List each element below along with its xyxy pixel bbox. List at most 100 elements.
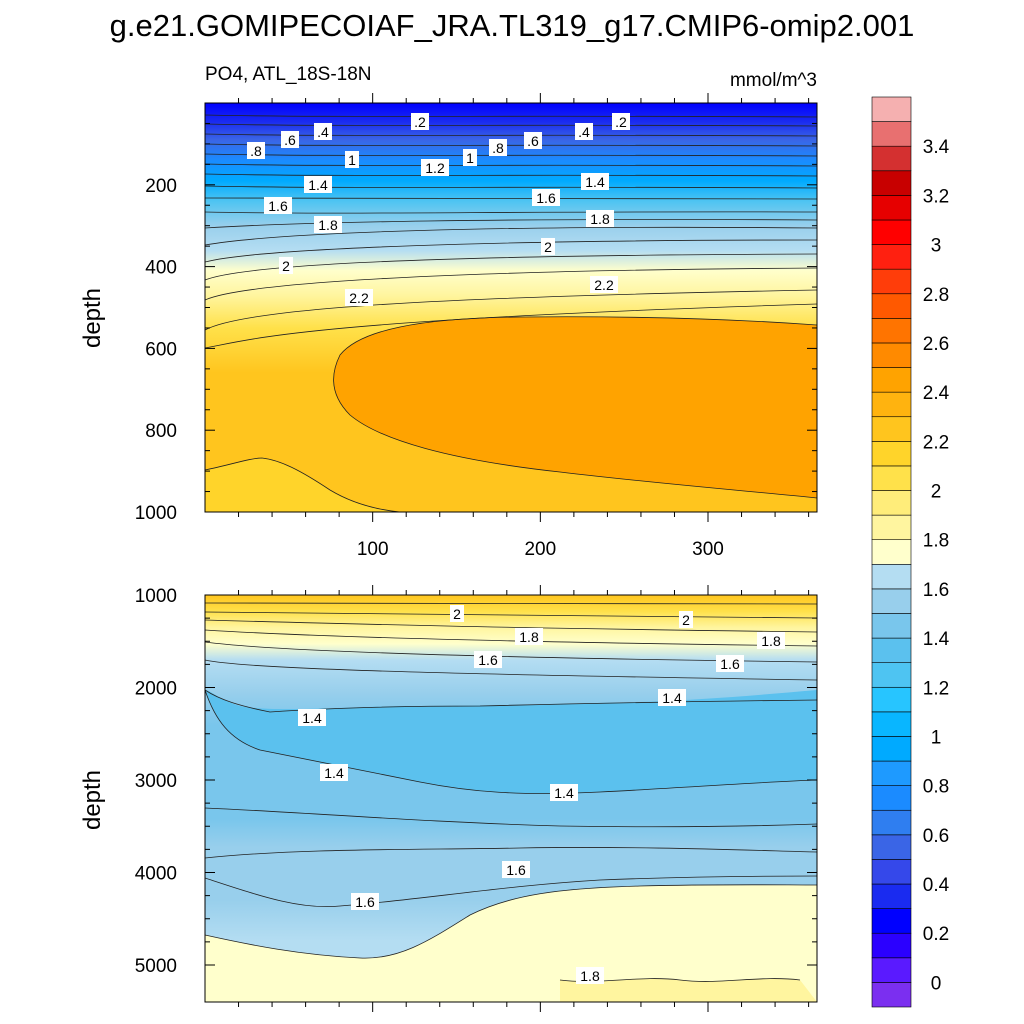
svg-text:2: 2 xyxy=(682,612,690,628)
x-tick-label: 200 xyxy=(524,539,556,560)
y-tick-label: 5000 xyxy=(135,956,177,977)
colorbar-label: 0.8 xyxy=(923,777,949,798)
colorbar-swatch xyxy=(871,244,912,270)
svg-text:1: 1 xyxy=(466,150,474,166)
variable-label: PO4, ATL_18S-18N xyxy=(205,64,372,85)
colorbar-swatch xyxy=(871,932,912,959)
svg-text:2: 2 xyxy=(544,239,552,255)
colorbar-label: 1 xyxy=(931,727,942,748)
colorbar-swatch xyxy=(871,96,912,122)
lower-ylabel: depth xyxy=(79,770,106,830)
lower-bottom-warm-region xyxy=(205,884,817,1002)
colorbar-swatch xyxy=(871,613,912,639)
colorbar-swatch xyxy=(871,736,912,762)
colorbar-swatch xyxy=(871,809,912,836)
x-tick-label: 100 xyxy=(357,539,389,560)
colorbar-swatch xyxy=(871,121,912,147)
colorbar-label: 2 xyxy=(931,482,942,503)
svg-text:1.4: 1.4 xyxy=(585,174,605,190)
units-label: mmol/m^3 xyxy=(730,70,817,91)
svg-text:.2: .2 xyxy=(615,114,627,130)
colorbar-swatch xyxy=(871,195,912,221)
svg-text:1.6: 1.6 xyxy=(536,190,556,206)
colorbar-swatch xyxy=(871,785,912,811)
svg-text:2: 2 xyxy=(453,606,461,622)
lower-axes: 1000 2000 3000 4000 5000 xyxy=(135,585,817,1012)
upper-core-region xyxy=(333,316,817,498)
lower-minimum-core xyxy=(205,690,817,794)
colorbar-swatch xyxy=(871,637,912,663)
y-tick-label: 600 xyxy=(145,339,177,360)
svg-text:.4: .4 xyxy=(578,124,590,140)
upper-ylabel: depth xyxy=(79,288,106,348)
upper-lower-left-region xyxy=(205,458,400,512)
colorbar-swatch xyxy=(871,982,912,1008)
colorbar-label: 2.6 xyxy=(923,334,949,355)
svg-text:1: 1 xyxy=(348,152,356,168)
y-tick-label: 800 xyxy=(145,421,177,442)
svg-text:.8: .8 xyxy=(250,143,262,159)
y-tick-label: 400 xyxy=(145,258,177,279)
colorbar-swatch xyxy=(871,859,912,885)
colorbar: 0 0.2 0.4 0.6 0.8 1 1.2 1.4 1.6 1.8 2 2.2 2.4 2.6 2.8 3… xyxy=(871,96,950,1008)
upper-axes: 200 400 600 800 1000 100 200 300 xyxy=(135,93,817,560)
colorbar-swatch xyxy=(871,883,912,909)
svg-text:1.8: 1.8 xyxy=(519,629,539,645)
svg-text:1.8: 1.8 xyxy=(761,633,781,649)
svg-text:.2: .2 xyxy=(414,114,426,130)
colorbar-swatch xyxy=(871,563,912,590)
y-tick-label: 1000 xyxy=(135,503,177,524)
lower-seafloor-region xyxy=(560,978,817,1002)
svg-text:2.2: 2.2 xyxy=(349,290,369,306)
svg-text:1.6: 1.6 xyxy=(478,652,498,668)
colorbar-label: 0 xyxy=(931,973,942,994)
colorbar-swatch xyxy=(871,662,912,688)
y-tick-label: 3000 xyxy=(135,771,177,792)
svg-text:1.4: 1.4 xyxy=(308,177,328,193)
svg-text:.4: .4 xyxy=(317,124,329,140)
colorbar-swatch xyxy=(871,318,912,344)
colorbar-label: 3.2 xyxy=(923,186,949,207)
colorbar-label: 2.4 xyxy=(923,383,950,404)
colorbar-swatch xyxy=(871,145,912,172)
colorbar-swatch xyxy=(871,539,912,565)
colorbar-swatch xyxy=(871,367,912,393)
svg-text:2: 2 xyxy=(282,258,290,274)
svg-text:1.6: 1.6 xyxy=(355,894,375,910)
colorbar-label: 3.4 xyxy=(923,137,950,158)
colorbar-swatch xyxy=(871,588,912,614)
chart-title: g.e21.GOMIPECOIAF_JRA.TL319_g17.CMIP6-om… xyxy=(110,8,915,43)
colorbar-label: 2.8 xyxy=(923,285,949,306)
lower-panel: 2 2 1.8 1.8 1.6 1.6 1.4 1.4 1.4 1.4 1.6 … xyxy=(135,585,818,1012)
svg-text:1.4: 1.4 xyxy=(554,785,574,801)
colorbar-label: 1.4 xyxy=(923,629,950,650)
svg-text:1.6: 1.6 xyxy=(506,862,526,878)
y-tick-label: 4000 xyxy=(135,864,177,885)
colorbar-swatch xyxy=(871,686,912,713)
colorbar-swatch xyxy=(871,416,912,442)
colorbar-swatch xyxy=(871,441,912,467)
svg-text:1.6: 1.6 xyxy=(720,656,740,672)
svg-text:1.4: 1.4 xyxy=(324,765,344,781)
colorbar-swatch xyxy=(871,760,912,786)
colorbar-swatch xyxy=(871,219,912,245)
colorbar-swatch xyxy=(871,908,912,934)
colorbar-label: 1.8 xyxy=(923,531,949,552)
colorbar-swatch xyxy=(871,293,912,319)
svg-text:1.8: 1.8 xyxy=(580,968,600,984)
colorbar-label: 0.4 xyxy=(923,875,950,896)
colorbar-swatch xyxy=(871,391,912,418)
svg-text:.8: .8 xyxy=(492,140,504,156)
colorbar-label: 1.6 xyxy=(923,580,949,601)
svg-text:1.2: 1.2 xyxy=(425,160,445,176)
svg-text:1.4: 1.4 xyxy=(302,710,322,726)
colorbar-label: 0.2 xyxy=(923,924,949,945)
svg-text:1.8: 1.8 xyxy=(318,217,338,233)
y-tick-label: 200 xyxy=(145,176,177,197)
colorbar-swatch xyxy=(871,170,912,196)
colorbar-swatch xyxy=(871,957,912,983)
y-tick-label: 2000 xyxy=(135,679,177,700)
svg-text:2.2: 2.2 xyxy=(594,277,614,293)
lower-plot-frame xyxy=(204,594,818,1003)
